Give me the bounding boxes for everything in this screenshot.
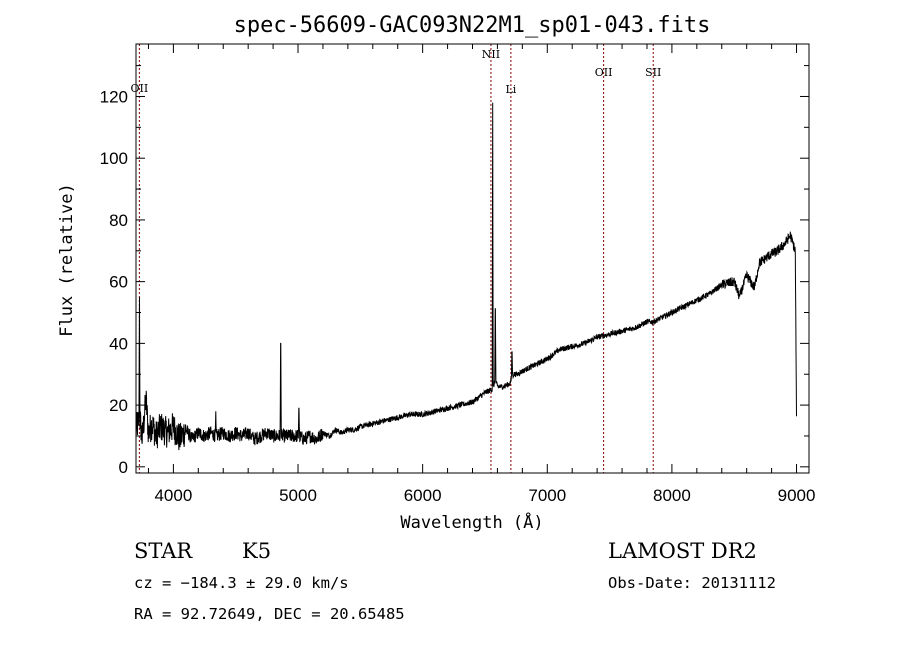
spectrum-line [135,102,797,451]
line-markers: OII NII Li OII SII [131,44,661,473]
x-tick-label: 7000 [528,486,566,505]
line-marker-label: OII [595,66,613,79]
x-tick-label: 6000 [404,486,442,505]
x-tick-label: 4000 [154,486,192,505]
survey-name: LAMOST DR2 [608,539,757,563]
redshift-info: cz = −184.3 ± 29.0 km/s [134,574,349,592]
plot-frame [135,43,810,474]
x-axis-label: Wavelength (Å) [400,511,543,533]
y-tick-label: 40 [109,334,128,353]
y-tick-label: 60 [109,273,128,292]
line-marker-label: SII [645,66,661,79]
chart-title: spec-56609-GAC093N22M1_sp01-043.fits [234,13,711,38]
y-tick-label: 120 [100,87,128,106]
coordinates: RA = 92.72649, DEC = 20.65485 [134,605,405,623]
y-axis-label: Flux (relative) [57,183,77,337]
x-tick-label: 5000 [279,486,317,505]
y-tick-label: 0 [119,458,128,477]
y-tick-label: 80 [109,211,128,230]
axis-ticks: 4000 5000 6000 7000 8000 9000 0 20 40 60 80 100 120 [100,44,816,505]
object-subclass: K5 [242,539,271,563]
y-tick-label: 20 [109,396,128,415]
x-tick-label: 9000 [778,486,816,505]
x-tick-label: 8000 [653,486,691,505]
y-tick-label: 100 [100,149,128,168]
line-marker-label: Li [505,83,516,96]
line-marker-label: NII [482,48,500,61]
line-marker-label: OII [131,82,149,95]
object-class: STAR [134,539,193,563]
observation-date: Obs-Date: 20131112 [608,574,776,592]
spectrum-series [135,102,797,451]
